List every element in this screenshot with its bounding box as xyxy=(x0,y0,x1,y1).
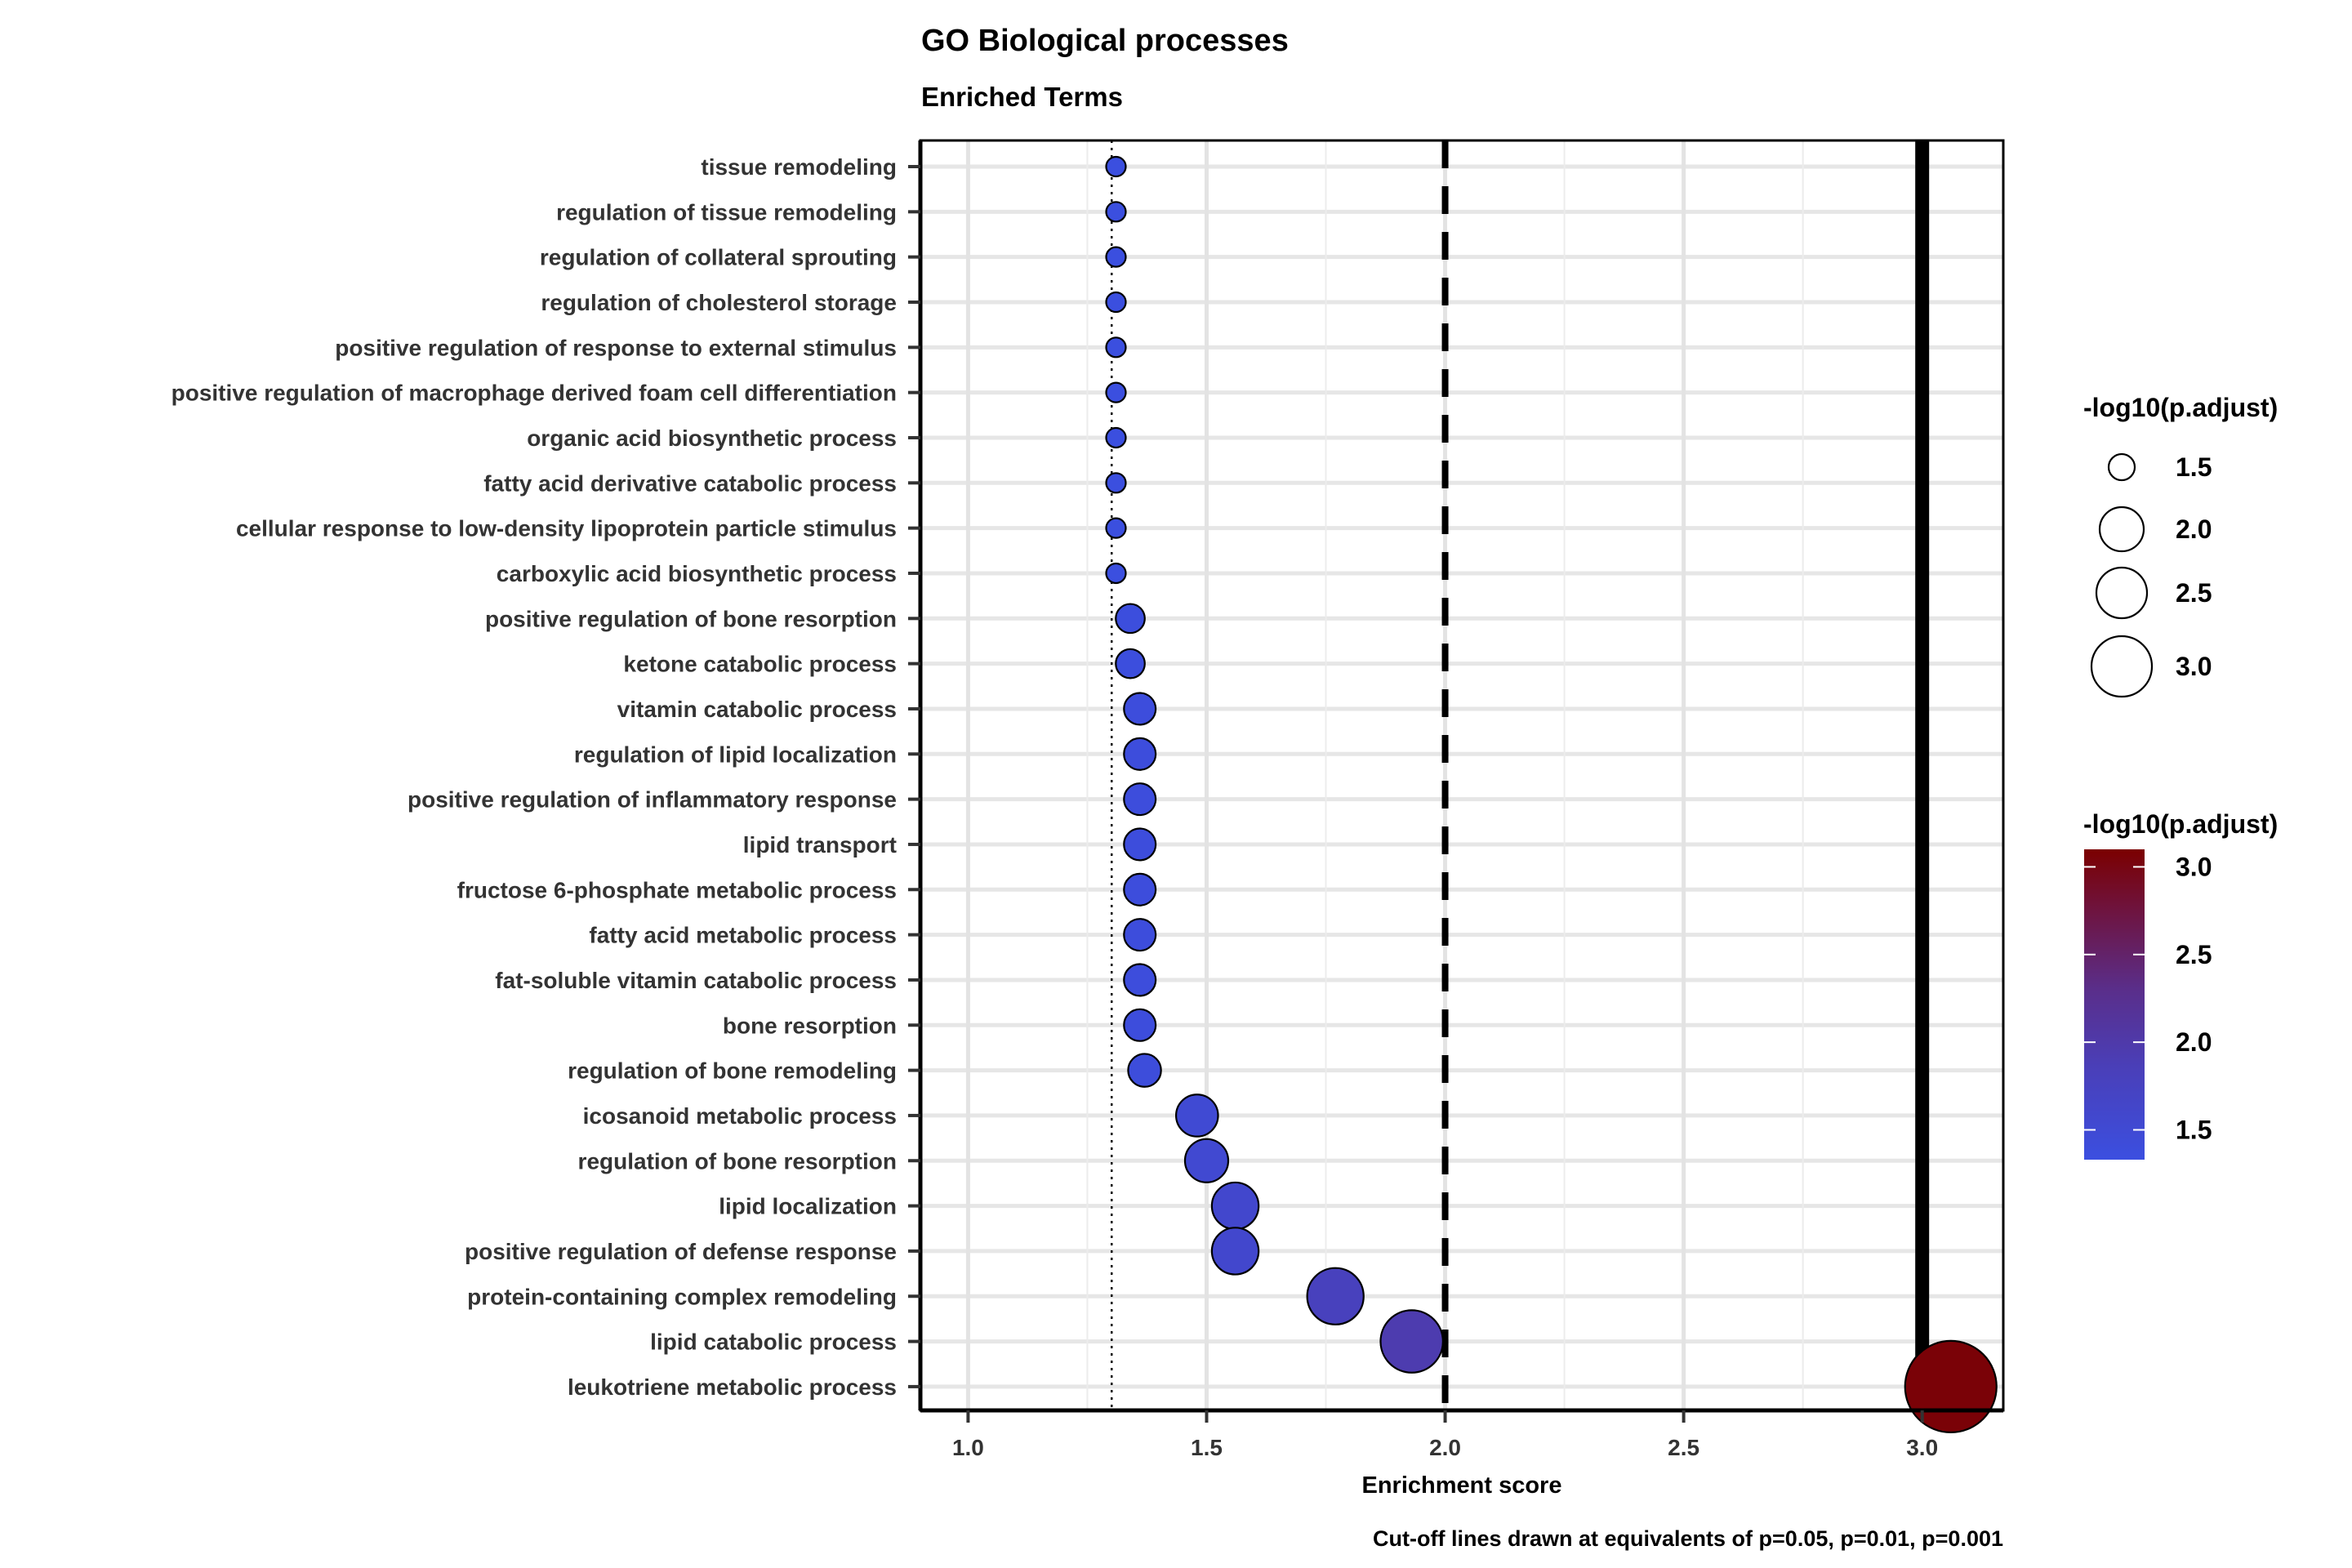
y-tick-label: lipid catabolic process xyxy=(650,1330,897,1355)
data-point xyxy=(1210,1227,1260,1276)
x-axis-ticks: 1.0 1.5 2.0 2.5 3.0 xyxy=(952,1410,1938,1460)
y-tick-label: positive regulation of inflammatory resp… xyxy=(408,787,897,813)
size-legend-key xyxy=(2090,635,2154,698)
data-point xyxy=(1127,1053,1162,1088)
data-point xyxy=(1123,918,1157,952)
y-tick-label: positive regulation of bone resorption xyxy=(485,606,897,631)
y-tick-label: regulation of collateral sprouting xyxy=(540,245,897,270)
y-tick-label: lipid transport xyxy=(743,832,897,858)
data-point xyxy=(1115,648,1146,679)
x-tick-label: 1.5 xyxy=(1191,1435,1223,1460)
grid-lines xyxy=(920,140,2003,1410)
y-tick-label: positive regulation of response to exter… xyxy=(335,335,897,360)
chart-subtitle: Enriched Terms xyxy=(921,82,1123,112)
size-legend-key xyxy=(2095,566,2149,620)
size-legend-label: 2.0 xyxy=(2176,514,2212,544)
data-point xyxy=(1123,1008,1157,1042)
y-tick-label: bone resorption xyxy=(723,1013,897,1038)
y-tick-label: protein-containing complex remodeling xyxy=(467,1284,897,1309)
data-point xyxy=(1115,603,1146,635)
data-point xyxy=(1105,291,1127,314)
x-tick-label: 2.0 xyxy=(1429,1435,1461,1460)
color-bar xyxy=(2084,849,2145,1160)
chart-title: GO Biological processes xyxy=(921,24,1289,58)
y-tick-label: regulation of cholesterol storage xyxy=(541,290,897,315)
y-tick-label: regulation of bone remodeling xyxy=(568,1058,897,1084)
color-legend-label: 2.5 xyxy=(2176,940,2212,969)
y-tick-label: organic acid biosynthetic process xyxy=(527,425,897,451)
color-legend: -log10(p.adjust) 3.0 2.5 2.0 1.5 xyxy=(2083,809,2278,1160)
color-legend-label: 3.0 xyxy=(2176,852,2212,881)
cutoff-lines xyxy=(1110,140,1930,1410)
y-tick-label: cellular response to low-density lipopro… xyxy=(236,516,897,541)
plot-panel xyxy=(918,139,2005,1434)
data-point xyxy=(1379,1309,1444,1374)
y-tick-label: tissue remodeling xyxy=(701,154,897,180)
y-tick-label: leukotriene metabolic process xyxy=(568,1374,897,1400)
x-axis-title: Enrichment score xyxy=(1362,1472,1562,1499)
size-legend-key xyxy=(2098,506,2145,553)
y-axis-labels: tissue remodeling regulation of tissue re… xyxy=(172,154,920,1400)
x-tick-label: 1.0 xyxy=(952,1435,984,1460)
y-tick-label: ketone catabolic process xyxy=(623,652,897,677)
x-tick-label: 3.0 xyxy=(1906,1435,1938,1460)
y-tick-label: carboxylic acid biosynthetic process xyxy=(497,561,897,586)
chart-caption: Cut-off lines drawn at equivalents of p=… xyxy=(1373,1526,2003,1551)
data-point xyxy=(1105,426,1127,449)
y-tick-label: fructose 6-phosphate metabolic process xyxy=(457,877,897,902)
color-legend-label: 2.0 xyxy=(2176,1027,2212,1057)
data-point xyxy=(1123,692,1157,726)
y-tick-label: positive regulation of macrophage derive… xyxy=(172,381,897,406)
size-legend-key xyxy=(2107,452,2136,482)
data-point xyxy=(1210,1181,1260,1231)
data-point xyxy=(1183,1138,1230,1183)
color-legend-title: -log10(p.adjust) xyxy=(2083,809,2278,839)
data-point xyxy=(1105,562,1127,585)
y-tick-label: regulation of tissue remodeling xyxy=(556,199,897,225)
size-legend-title: -log10(p.adjust) xyxy=(2083,393,2278,422)
data-point xyxy=(1123,737,1157,771)
y-tick-label: icosanoid metabolic process xyxy=(583,1103,897,1129)
data-point xyxy=(1105,472,1127,494)
data-point xyxy=(1123,872,1157,906)
data-point xyxy=(1105,336,1127,359)
x-tick-label: 2.5 xyxy=(1668,1435,1699,1460)
data-point xyxy=(1123,963,1157,997)
y-tick-label: fatty acid metabolic process xyxy=(589,923,897,948)
size-legend-label: 3.0 xyxy=(2176,652,2212,681)
size-legend: -log10(p.adjust) 1.5 2.0 2.5 3.0 xyxy=(2083,393,2278,698)
data-point xyxy=(1123,782,1157,817)
panel-background xyxy=(920,140,2003,1410)
data-point xyxy=(1105,246,1127,268)
data-point xyxy=(1105,155,1127,178)
y-tick-label: regulation of bone resorption xyxy=(578,1148,897,1174)
size-legend-label: 1.5 xyxy=(2176,452,2212,482)
data-point xyxy=(1105,201,1127,223)
data-point xyxy=(1123,827,1157,862)
data-point xyxy=(1174,1094,1219,1138)
data-points xyxy=(1105,155,1998,1434)
y-tick-label: regulation of lipid localization xyxy=(574,742,897,767)
y-tick-label: fat-soluble vitamin catabolic process xyxy=(495,968,897,993)
data-point xyxy=(1105,381,1127,403)
data-point xyxy=(1904,1339,1998,1434)
size-legend-label: 2.5 xyxy=(2176,578,2212,608)
y-tick-label: lipid localization xyxy=(719,1194,897,1219)
data-point xyxy=(1105,517,1127,539)
y-tick-label: fatty acid derivative catabolic process xyxy=(483,470,897,496)
y-tick-label: vitamin catabolic process xyxy=(617,697,897,722)
y-tick-label: positive regulation of defense response xyxy=(465,1239,897,1264)
color-legend-label: 1.5 xyxy=(2176,1116,2212,1145)
data-point xyxy=(1306,1267,1365,1325)
